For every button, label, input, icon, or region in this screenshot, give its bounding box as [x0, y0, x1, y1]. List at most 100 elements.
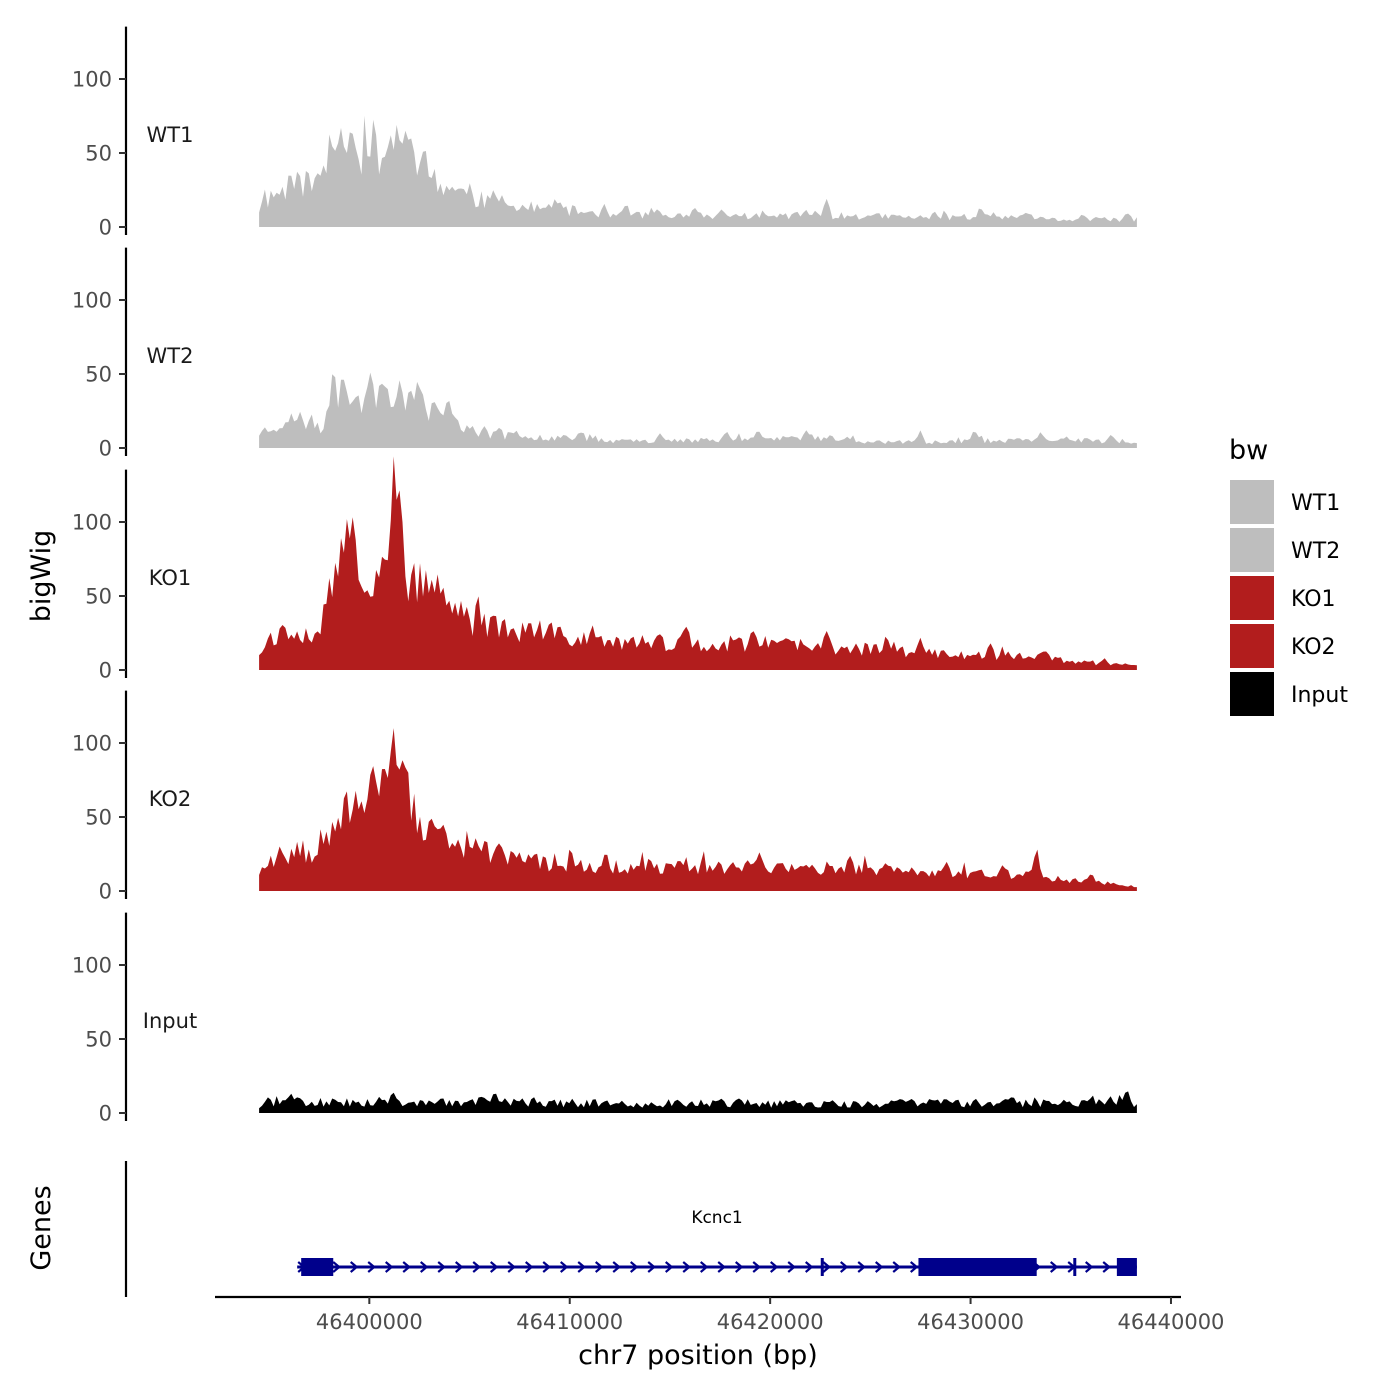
gene-strand-arrow — [577, 1261, 586, 1273]
legend-label: WT2 — [1291, 539, 1340, 564]
legend-swatch — [1230, 528, 1274, 572]
gene-strand-arrow — [787, 1261, 796, 1273]
y-tick-label: 100 — [72, 68, 112, 92]
y-tick-label: 100 — [72, 732, 112, 756]
gene-strand-arrow — [874, 1261, 884, 1273]
x-tick-label: 46410000 — [516, 1310, 623, 1334]
gene-track-title: Genes — [26, 1185, 57, 1270]
track-input: 0 50 100 Input — [72, 912, 1137, 1126]
gene-exon — [918, 1258, 1037, 1276]
legend-swatch — [1230, 624, 1274, 668]
y-tick-label: 100 — [72, 289, 112, 313]
gene-strand-arrow — [1102, 1261, 1111, 1273]
gene-strand-arrow — [682, 1261, 691, 1273]
signal-area-input — [259, 1091, 1137, 1113]
gene-strand-arrow — [647, 1261, 656, 1273]
gene-strand-arrow — [857, 1261, 866, 1273]
track-label: Input — [143, 1009, 197, 1033]
gene-exon — [301, 1258, 334, 1276]
legend-item-wt1: WT1 — [1230, 480, 1340, 524]
gene-strand-arrow — [454, 1261, 464, 1273]
gene-strand-arrow — [542, 1261, 551, 1273]
track-ko2: 0 50 100 KO2 — [72, 690, 1137, 904]
gene-strand-arrow — [822, 1261, 831, 1273]
x-tick-label: 46420000 — [717, 1310, 824, 1334]
y-tick-label: 0 — [99, 1102, 112, 1126]
gene-strand-arrow — [349, 1261, 359, 1273]
legend: bw WT1 WT2 KO1 KO2 Input — [1229, 435, 1348, 716]
gene-strand-arrow — [629, 1261, 639, 1273]
gene-strand-arrow — [332, 1261, 341, 1273]
gene-name-label: Kcnc1 — [691, 1208, 742, 1228]
y-tick-label: 100 — [72, 511, 112, 535]
legend-item-ko2: KO2 — [1230, 624, 1336, 668]
gene-strand-arrow — [734, 1261, 744, 1273]
signal-area-wt1 — [259, 115, 1137, 227]
tracks-layer: 0 50 100 WT1 0 50 100 WT2 0 50 100 KO1 0 50 100 KO2 0 50 1… — [72, 26, 1137, 1126]
gene-strand-arrow — [594, 1261, 604, 1273]
gene-exon — [1073, 1258, 1077, 1276]
gene-strand-arrow — [472, 1261, 481, 1273]
gene-strand-arrow — [699, 1261, 709, 1273]
track-label: KO1 — [149, 566, 192, 590]
gene-strand-arrow — [489, 1261, 499, 1273]
track-wt2: 0 50 100 WT2 — [72, 247, 1137, 461]
track-ko1: 0 50 100 KO1 — [72, 456, 1137, 683]
legend-swatch — [1230, 576, 1274, 620]
gene-strand-arrow — [804, 1261, 814, 1273]
track-label: KO2 — [149, 787, 192, 811]
legend-label: WT1 — [1291, 491, 1340, 516]
legend-title: bw — [1229, 435, 1268, 466]
legend-item-ko1: KO1 — [1230, 576, 1336, 620]
track-wt1: 0 50 100 WT1 — [72, 26, 1137, 240]
y-tick-label: 0 — [99, 437, 112, 461]
legend-label: Input — [1291, 683, 1348, 708]
gene-strand-arrow — [559, 1261, 569, 1273]
legend-swatch — [1230, 672, 1274, 716]
gene-strand-arrow — [367, 1261, 376, 1273]
legend-item-input: Input — [1230, 672, 1348, 716]
gene-strand-arrow — [717, 1261, 726, 1273]
gene-strand-arrow — [839, 1261, 849, 1273]
gene-strand-arrow — [507, 1261, 516, 1273]
gene-strand-arrow — [524, 1261, 534, 1273]
gene-strand-arrow — [419, 1261, 429, 1273]
x-tick-label: 46400000 — [316, 1310, 423, 1334]
x-tick-label: 46440000 — [1118, 1310, 1225, 1334]
x-axis: 46400000 46410000 46420000 46430000 46440000 — [215, 1295, 1225, 1334]
y-tick-label: 50 — [85, 1028, 112, 1052]
signal-area-ko2 — [259, 728, 1137, 891]
gene-exon — [820, 1258, 824, 1276]
x-axis-title: chr7 position (bp) — [578, 1340, 818, 1371]
gene-track: Kcnc1 — [124, 1161, 1137, 1297]
legend-label: KO2 — [1291, 635, 1336, 660]
y-tick-label: 0 — [99, 880, 112, 904]
track-label: WT2 — [147, 344, 194, 368]
gene-strand-arrow — [402, 1261, 411, 1273]
gene-strand-arrow — [384, 1261, 394, 1273]
y-tick-label: 100 — [72, 954, 112, 978]
gene-strand-arrow — [752, 1261, 761, 1273]
gene-strand-arrow — [909, 1261, 919, 1273]
y-tick-label: 50 — [85, 363, 112, 387]
gene-strand-arrow — [437, 1261, 446, 1273]
legend-label: KO1 — [1291, 587, 1336, 612]
legend-item-wt2: WT2 — [1230, 528, 1340, 572]
y-tick-label: 50 — [85, 585, 112, 609]
gene-strand-arrow — [892, 1261, 901, 1273]
y-tick-label: 50 — [85, 142, 112, 166]
gene-strand-arrow — [1084, 1261, 1094, 1273]
track-label: WT1 — [147, 123, 194, 147]
y-tick-label: 50 — [85, 806, 112, 830]
gene-strand-arrow — [769, 1261, 779, 1273]
signal-area-wt2 — [259, 372, 1137, 448]
y-tick-label: 0 — [99, 659, 112, 683]
gene-strand-arrow — [612, 1261, 621, 1273]
gene-exon — [1116, 1258, 1137, 1276]
legend-swatch — [1230, 480, 1274, 524]
signal-area-ko1 — [259, 456, 1137, 670]
x-tick-label: 46430000 — [917, 1310, 1024, 1334]
gene-strand-arrow — [1049, 1261, 1059, 1273]
y-axis-title: bigWig — [26, 530, 57, 623]
